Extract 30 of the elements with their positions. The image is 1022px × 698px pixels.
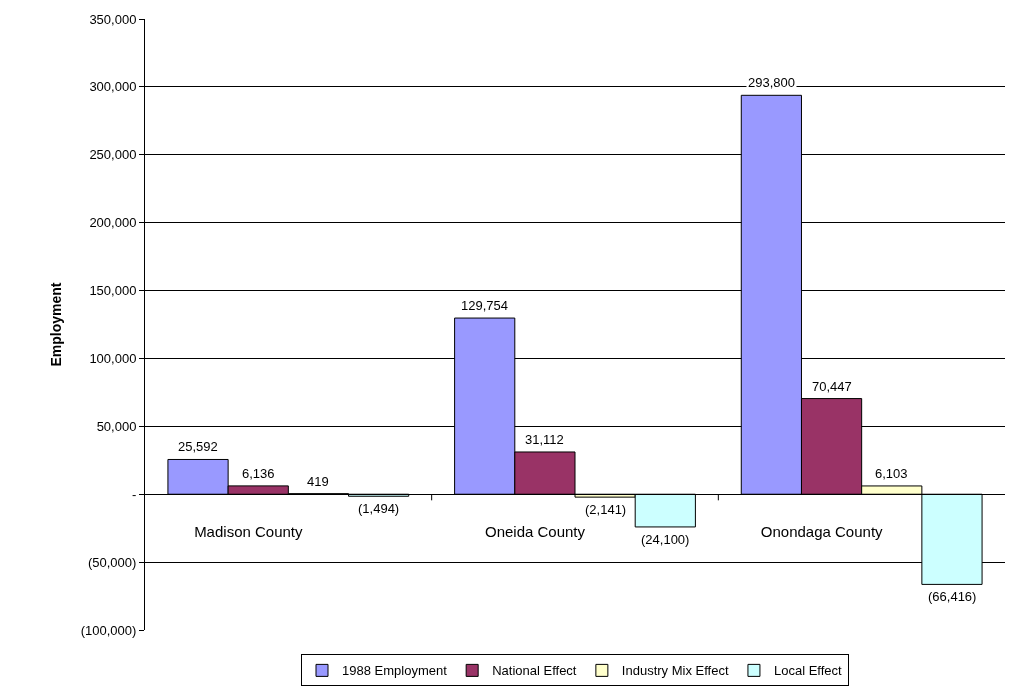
- y-tick-label: 350,000: [89, 11, 137, 27]
- y-tick-label: 300,000: [89, 79, 137, 95]
- y-tick-label: 200,000: [89, 215, 137, 231]
- y-tick-label: 250,000: [89, 147, 137, 163]
- x-tick-label: Onondaga County: [760, 523, 884, 541]
- y-tick-label: (50,000): [87, 554, 137, 570]
- x-tick-label: Madison County: [194, 523, 304, 541]
- legend-label: Local Effect: [773, 663, 843, 679]
- data-label: (66,416): [928, 589, 977, 604]
- data-label: (1,494): [358, 501, 400, 516]
- y-tick-label: 100,000: [89, 350, 137, 366]
- y-axis-title: Employment: [48, 282, 65, 367]
- y-tick-label: 50,000: [96, 418, 137, 434]
- y-tick-label: (100,000): [80, 622, 137, 638]
- data-label: 6,136: [242, 466, 275, 481]
- data-label: 129,754: [461, 298, 508, 313]
- data-label: 70,447: [812, 379, 852, 394]
- data-label: 31,112: [525, 432, 564, 447]
- data-label: 293,800: [748, 75, 795, 90]
- data-label: (24,100): [641, 532, 690, 547]
- y-tick-label: -: [132, 486, 137, 502]
- legend-label: Industry Mix Effect: [621, 663, 729, 679]
- data-label: 25,592: [178, 439, 218, 454]
- data-label: (2,141): [585, 502, 627, 517]
- y-tick-label: 150,000: [89, 283, 137, 299]
- data-label: 6,103: [875, 466, 908, 481]
- legend-label: 1988 Employment: [342, 663, 448, 679]
- data-label: 419: [307, 474, 329, 489]
- x-tick-label: Oneida County: [484, 523, 586, 541]
- legend-label: National Effect: [492, 663, 577, 679]
